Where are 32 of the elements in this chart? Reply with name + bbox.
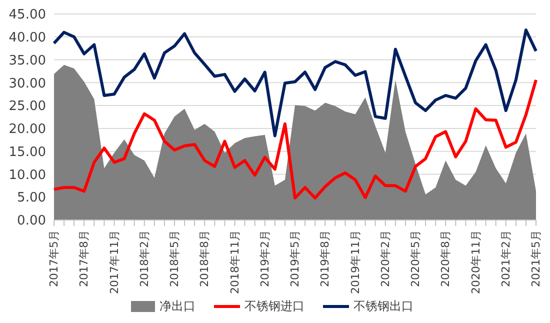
x-tick-label: 2019年5月: [288, 230, 302, 287]
x-tick-label: 2021年2月: [499, 230, 512, 287]
y-tick-label: 10.00: [8, 168, 46, 183]
legend-label: 净出口: [160, 298, 196, 315]
y-tick-label: 5.00: [17, 190, 46, 206]
x-tick-label: 2021年5月: [530, 230, 542, 287]
x-tick-label: 2017年11月: [108, 230, 121, 294]
x-tick-label: 2020年11月: [469, 230, 482, 294]
y-tick-label: 0.00: [17, 214, 46, 229]
y-tick-label: 15.00: [8, 144, 46, 160]
legend-label: 不锈钢进口: [244, 298, 304, 315]
legend-label: 不锈钢出口: [354, 298, 414, 315]
x-tick-label: 2017年8月: [78, 230, 91, 287]
y-tick-label: 20.00: [8, 122, 46, 138]
y-tick-label: 35.00: [8, 53, 46, 68]
x-tick-label: 2018年11月: [228, 230, 242, 294]
y-tick-label: 30.00: [8, 76, 46, 92]
x-tick-label: 2018年8月: [198, 230, 212, 287]
x-tick-label: 2020年8月: [439, 230, 452, 287]
x-tick-label: 2018年2月: [138, 230, 151, 287]
x-tick-label: 2018年5月: [168, 230, 181, 287]
line-series: [52, 78, 538, 200]
line-series: [52, 28, 538, 138]
x-tick-label: 2019年2月: [258, 230, 272, 287]
y-tick-label: 40.00: [8, 30, 46, 46]
x-tick-label: 2019年8月: [318, 230, 332, 287]
y-tick-label: 45.00: [8, 8, 46, 23]
x-tick-label: 2020年2月: [378, 230, 392, 287]
x-tick-label: 2020年5月: [409, 230, 422, 287]
x-tick-label: 2019年11月: [348, 230, 362, 294]
x-tick-label: 2017年5月: [48, 230, 60, 287]
y-tick-label: 25.00: [8, 99, 46, 114]
